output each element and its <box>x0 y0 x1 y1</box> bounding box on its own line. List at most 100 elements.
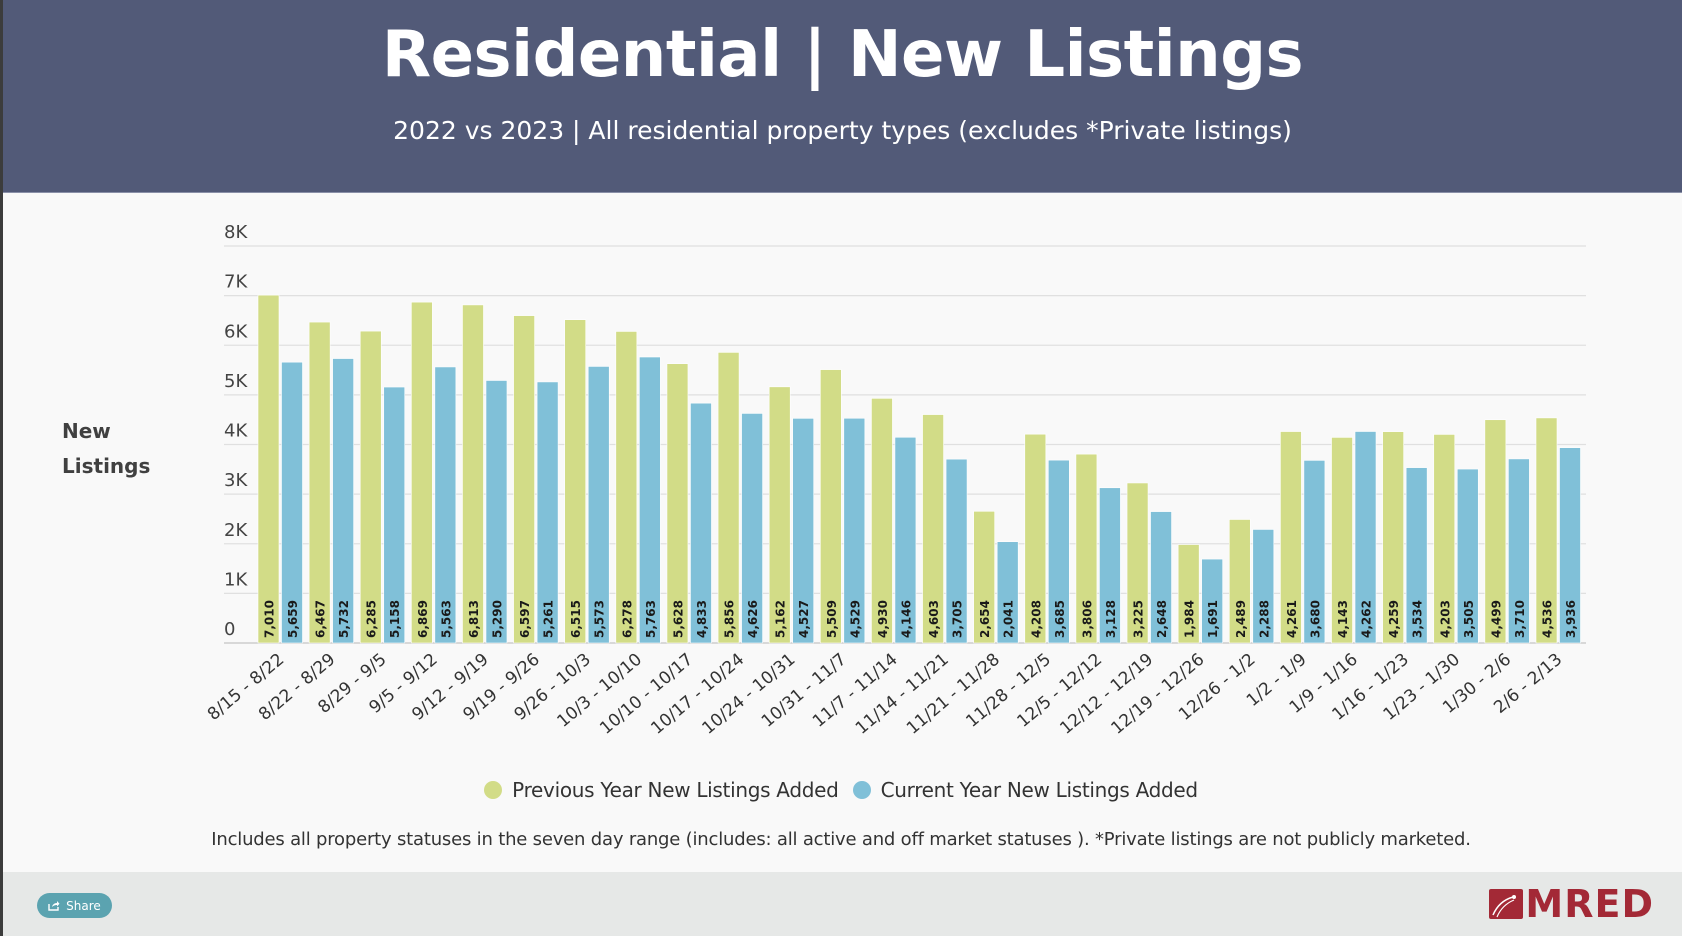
bar-current-year[interactable] <box>1252 529 1275 644</box>
bar-previous-year[interactable] <box>308 321 331 644</box>
share-button[interactable]: Share <box>37 893 112 918</box>
bar-value-label: 6,597 <box>518 600 532 638</box>
y-tick-label: 8K <box>224 222 248 243</box>
bar-current-year[interactable] <box>1354 431 1377 644</box>
bar-value-label: 2,648 <box>1155 600 1169 638</box>
bar-value-label: 4,259 <box>1387 600 1401 638</box>
bar-current-year[interactable] <box>1099 487 1121 644</box>
bar-current-year[interactable] <box>1508 458 1530 644</box>
bar-current-year[interactable] <box>485 380 508 644</box>
bar-current-year[interactable] <box>536 381 559 644</box>
bar-value-label: 3,505 <box>1462 600 1476 638</box>
bar-value-label: 6,278 <box>620 600 634 638</box>
bar-value-label: 4,143 <box>1336 600 1350 638</box>
bar-current-year[interactable] <box>996 541 1019 644</box>
y-axis-ticks: 0 1K 2K 3K 4K 5K 6K 7K 8K <box>224 222 248 640</box>
legend-label-current-year: Current Year New Listings Added <box>880 778 1199 802</box>
bar-current-year[interactable] <box>639 356 661 644</box>
bar-current-year[interactable] <box>1559 447 1581 644</box>
bar-previous-year[interactable] <box>615 331 638 644</box>
bar-previous-year[interactable] <box>1535 417 1558 644</box>
bar-value-label: 4,262 <box>1360 600 1374 638</box>
bar-previous-year[interactable] <box>462 304 484 644</box>
bar-previous-year[interactable] <box>1075 453 1098 644</box>
bar-previous-year[interactable] <box>1382 431 1404 644</box>
bar-previous-year[interactable] <box>1177 544 1200 644</box>
bar-current-year[interactable] <box>281 361 303 644</box>
bar-previous-year[interactable] <box>1433 434 1456 644</box>
bar-value-label: 4,499 <box>1489 600 1503 638</box>
bar-value-label: 4,833 <box>695 600 709 638</box>
legend-marker-current-year <box>852 781 871 799</box>
bar-previous-year[interactable] <box>1228 519 1251 644</box>
bar-previous-year[interactable] <box>411 301 433 644</box>
bar-value-label: 5,628 <box>671 600 685 638</box>
bar-value-label: 4,146 <box>899 600 913 638</box>
footer-bar: Share MRED <box>3 872 1682 936</box>
bar-current-year[interactable] <box>741 413 763 644</box>
bar-previous-year[interactable] <box>973 510 995 644</box>
bar-current-year[interactable] <box>383 386 406 644</box>
bar-current-year[interactable] <box>945 458 968 644</box>
bar-current-year[interactable] <box>894 436 917 644</box>
chart-footnote: Includes all property statuses in the se… <box>211 829 1471 850</box>
bar-current-year[interactable] <box>1456 468 1479 644</box>
y-axis-title: New Listings <box>62 414 172 484</box>
bar-value-label: 3,936 <box>1564 600 1578 638</box>
bar-current-year[interactable] <box>1150 511 1172 644</box>
bar-previous-year[interactable] <box>1331 437 1353 644</box>
bar-value-label: 4,626 <box>746 600 760 638</box>
bar-value-label: 4,203 <box>1438 600 1452 638</box>
bar-previous-year[interactable] <box>768 386 791 644</box>
bar-previous-year[interactable] <box>1024 433 1047 644</box>
bar-current-year[interactable] <box>792 418 815 644</box>
bar-current-year[interactable] <box>843 417 866 644</box>
bar-value-label: 5,290 <box>490 600 504 638</box>
bar-value-label: 4,208 <box>1029 600 1043 638</box>
bar-current-year[interactable] <box>690 402 712 644</box>
bar-value-label: 5,659 <box>286 600 300 638</box>
legend-item-previous-year[interactable]: Previous Year New Listings Added <box>484 778 839 802</box>
bar-previous-year[interactable] <box>871 398 893 644</box>
bar-value-label: 2,654 <box>978 600 992 638</box>
bar-value-label: 5,261 <box>542 600 556 638</box>
bar-previous-year[interactable] <box>1126 482 1149 644</box>
bar-current-year[interactable] <box>1405 467 1428 644</box>
bar-previous-year[interactable] <box>257 294 280 644</box>
bar-previous-year[interactable] <box>513 315 535 644</box>
bar-value-label: 4,930 <box>876 600 890 638</box>
bars <box>257 294 1581 644</box>
bar-previous-year[interactable] <box>717 352 740 644</box>
y-tick-label: 7K <box>224 272 248 293</box>
y-tick-label: 2K <box>224 520 248 541</box>
bar-previous-year[interactable] <box>359 330 382 644</box>
bar-value-label: 2,041 <box>1002 600 1016 638</box>
bar-current-year[interactable] <box>587 366 610 644</box>
bar-current-year[interactable] <box>1201 558 1223 644</box>
bar-value-label: 4,536 <box>1541 600 1555 638</box>
bar-previous-year[interactable] <box>922 414 944 644</box>
bar-value-label: 5,509 <box>825 600 839 638</box>
bar-value-label: 6,467 <box>314 600 328 638</box>
bar-value-label: 4,603 <box>927 600 941 638</box>
legend-item-current-year[interactable]: Current Year New Listings Added <box>852 778 1199 802</box>
bar-value-label: 4,527 <box>797 600 811 638</box>
bar-previous-year[interactable] <box>820 369 842 644</box>
bar-value-label: 3,680 <box>1308 600 1322 638</box>
y-axis-title-line-2: Listings <box>62 454 151 478</box>
bar-value-label: 5,732 <box>337 600 351 638</box>
logo-mark-icon <box>1489 889 1524 919</box>
bar-previous-year[interactable] <box>666 363 689 644</box>
share-button-label: Share <box>66 898 101 913</box>
bar-current-year[interactable] <box>332 358 354 644</box>
window-edge <box>0 0 3 936</box>
bar-current-year[interactable] <box>434 366 457 644</box>
bar-previous-year[interactable] <box>1280 431 1302 644</box>
bar-previous-year[interactable] <box>1484 419 1507 644</box>
bar-value-label: 5,162 <box>774 600 788 638</box>
bar-current-year[interactable] <box>1048 459 1070 644</box>
mred-logo: MRED <box>1489 885 1654 923</box>
bar-current-year[interactable] <box>1303 460 1326 644</box>
y-tick-label: 0 <box>224 619 235 640</box>
bar-previous-year[interactable] <box>564 319 587 644</box>
